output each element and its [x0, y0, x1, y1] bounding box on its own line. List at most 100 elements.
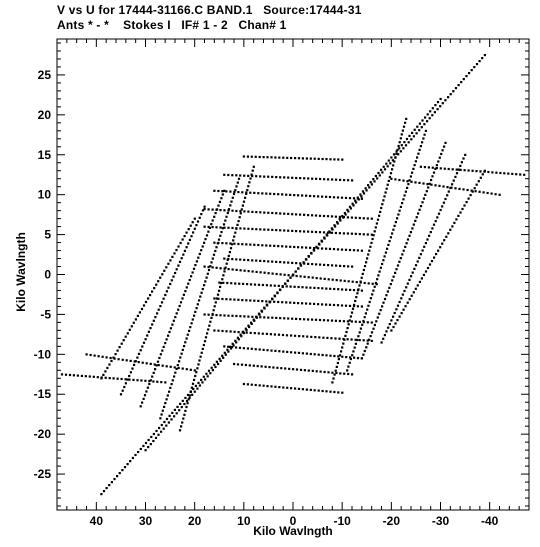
- uv-point: [386, 247, 389, 250]
- uv-point: [152, 380, 155, 383]
- uv-point: [457, 168, 460, 171]
- uv-point: [270, 349, 273, 352]
- uv-point: [221, 227, 224, 230]
- uv-point: [238, 346, 242, 349]
- uv-point: [441, 205, 444, 208]
- uv-point: [499, 171, 502, 175]
- uv-point: [156, 360, 160, 363]
- uv-point: [455, 172, 459, 175]
- uv-point: [88, 375, 91, 378]
- uv-point: [386, 165, 389, 168]
- uv-point: [181, 399, 184, 402]
- uv-point: [236, 223, 239, 226]
- uv-point: [243, 315, 246, 318]
- uv-point: [198, 252, 201, 256]
- uv-point: [144, 449, 147, 452]
- uv-point: [443, 239, 446, 242]
- uv-point: [376, 177, 379, 180]
- uv-point: [410, 275, 413, 278]
- uv-point: [385, 330, 388, 333]
- uv-point: [344, 334, 347, 337]
- uv-point: [160, 301, 164, 304]
- uv-point: [184, 341, 187, 344]
- uv-point: [200, 351, 203, 354]
- uv-point: [214, 212, 217, 215]
- uv-point: [427, 186, 430, 189]
- uv-point: [415, 132, 418, 135]
- uv-point: [367, 282, 370, 285]
- uv-point: [210, 261, 213, 264]
- uv-point: [213, 241, 216, 244]
- uv-point: [329, 390, 332, 393]
- uv-point: [356, 292, 359, 295]
- uv-point: [429, 231, 432, 234]
- uv-point: [261, 244, 264, 247]
- uv-point: [239, 315, 242, 318]
- uv-point: [165, 424, 168, 427]
- uv-point: [118, 346, 121, 349]
- uv-point: [417, 212, 420, 215]
- uv-point: [186, 393, 190, 396]
- uv-point: [251, 169, 254, 172]
- uv-point: [328, 195, 332, 199]
- uv-point: [435, 164, 438, 167]
- uv-point: [185, 337, 188, 340]
- uv-point: [295, 176, 298, 180]
- uv-point: [354, 320, 357, 323]
- uv-point: [211, 226, 214, 229]
- uv-point: [155, 429, 158, 433]
- uv-point: [291, 261, 294, 264]
- uv-point: [245, 243, 248, 246]
- uv-point: [220, 197, 223, 200]
- uv-point: [374, 174, 377, 178]
- uv-point: [380, 341, 383, 344]
- uv-point: [239, 210, 242, 213]
- uv-point: [305, 157, 308, 160]
- uv-point: [271, 228, 274, 231]
- uv-point: [206, 272, 209, 275]
- uv-point: [337, 288, 340, 291]
- uv-point: [96, 376, 99, 379]
- uv-point: [200, 291, 203, 294]
- uv-point: [165, 365, 168, 368]
- uv-point: [240, 335, 243, 338]
- uv-point: [354, 338, 357, 341]
- uv-point: [207, 230, 210, 233]
- uv-point: [307, 177, 310, 180]
- uv-point: [198, 384, 201, 387]
- uv-point: [330, 319, 334, 322]
- uv-point: [229, 345, 232, 348]
- uv-point: [470, 69, 473, 72]
- uv-point: [309, 302, 312, 305]
- uv-point: [299, 177, 302, 180]
- uv-point: [251, 227, 254, 231]
- uv-point: [367, 253, 370, 256]
- uv-point: [369, 245, 372, 248]
- uv-point: [368, 186, 371, 189]
- uv-point: [301, 286, 304, 289]
- uv-point: [248, 364, 251, 367]
- uv-point: [189, 224, 192, 227]
- uv-point: [406, 238, 410, 241]
- uv-point: [173, 415, 176, 418]
- uv-point: [229, 347, 233, 350]
- uv-point: [203, 205, 206, 208]
- uv-point: [237, 220, 240, 223]
- uv-point: [101, 355, 104, 358]
- uv-point: [323, 263, 326, 266]
- uv-point: [345, 288, 348, 291]
- uv-point: [419, 145, 422, 148]
- uv-point: [193, 314, 196, 317]
- uv-point: [214, 365, 217, 369]
- uv-point: [315, 245, 318, 248]
- uv-point: [167, 421, 170, 424]
- uv-point: [267, 272, 270, 275]
- uv-point: [325, 195, 328, 198]
- uv-point: [427, 166, 430, 169]
- uv-point: [325, 287, 328, 290]
- uv-point: [161, 364, 164, 367]
- uv-point: [402, 147, 405, 150]
- uv-point: [438, 156, 441, 159]
- uv-point: [290, 334, 293, 337]
- uv-point: [330, 231, 334, 234]
